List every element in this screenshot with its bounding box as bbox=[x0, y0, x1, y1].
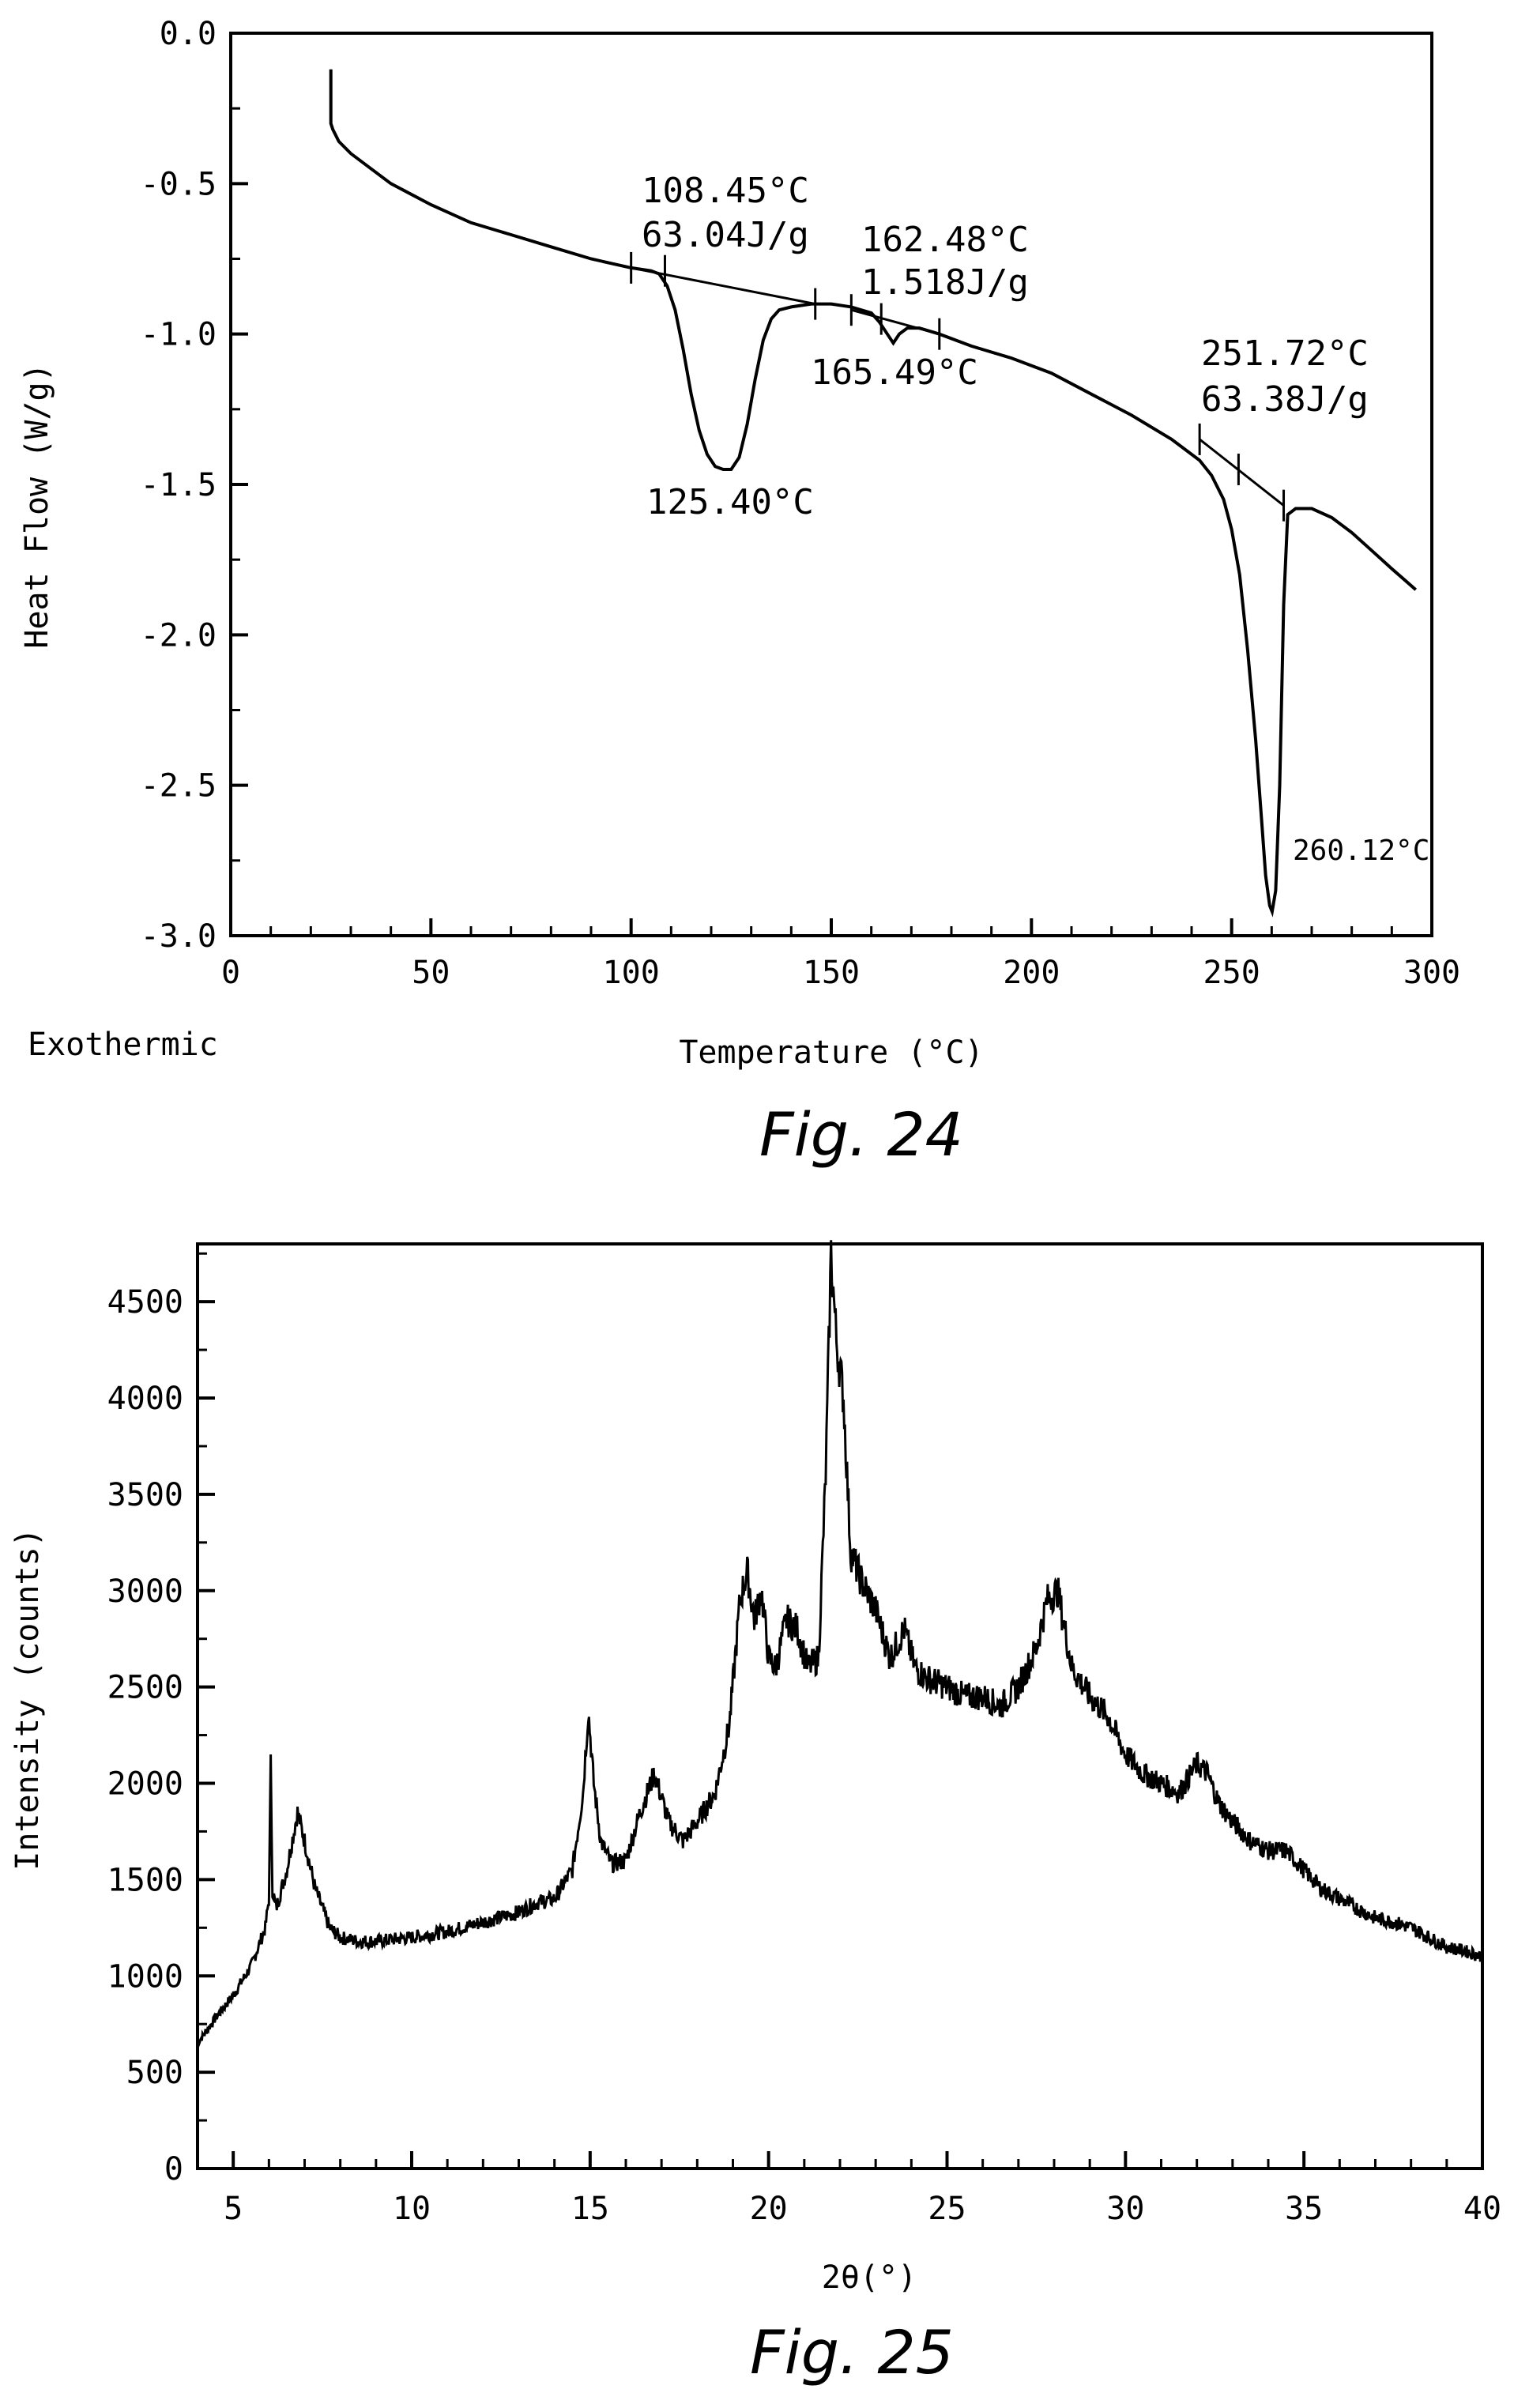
xrpd-y-tick-label: 1500 bbox=[107, 1862, 183, 1898]
xrpd-y-tick-label: 500 bbox=[126, 2055, 183, 2091]
xrpd-x-axis-label: 2θ(°) bbox=[822, 2259, 917, 2296]
dsc-y-tick-label: -2.0 bbox=[141, 617, 217, 654]
xrpd-y-tick-label: 2000 bbox=[107, 1766, 183, 1803]
xrpd-y-tick-label: 4000 bbox=[107, 1381, 183, 1417]
xrpd-y-ticks: 0 500 1000 1500 2000 2500 3000 3500 4000 4500 bbox=[107, 1252, 215, 2188]
dsc-peak-annotation: 125.40°C bbox=[646, 482, 814, 522]
dsc-x-tick-label: 0 bbox=[221, 955, 240, 991]
dsc-y-tick-label: -3.0 bbox=[141, 918, 217, 955]
dsc-peak-annotation: 260.12°C bbox=[1293, 835, 1429, 867]
dsc-peak-annotation: 162.48°C bbox=[861, 220, 1029, 260]
dsc-peak-annotation: 63.04J/g bbox=[642, 215, 809, 255]
dsc-integration-baseline bbox=[1199, 438, 1285, 507]
dsc-exothermic-label: Exothermic bbox=[28, 1027, 218, 1063]
xrpd-x-tick-label: 15 bbox=[571, 2191, 609, 2227]
xrpd-y-tick-label: 0 bbox=[164, 2151, 183, 2188]
xrpd-x-tick-label: 5 bbox=[224, 2191, 243, 2227]
xrpd-y-tick-label: 4500 bbox=[107, 1284, 183, 1321]
xrpd-x-tick-label: 30 bbox=[1106, 2191, 1144, 2227]
xrpd-intensity-line bbox=[196, 1240, 1484, 2048]
dsc-y-ticks: 0.0 -0.5 -1.0 -1.5 -2.0 -2.5 -3.0 bbox=[141, 16, 248, 955]
dsc-y-tick-label: 0.0 bbox=[160, 16, 217, 52]
dsc-x-tick-label: 100 bbox=[603, 955, 660, 991]
dsc-heat-flow-line bbox=[329, 69, 1418, 918]
xrpd-chart: 0 500 1000 1500 2000 2500 3000 3500 4000 4500 5 10… bbox=[9, 1240, 1501, 2387]
dsc-peak-annotation: 63.38J/g bbox=[1201, 379, 1369, 420]
dsc-x-tick-label: 300 bbox=[1403, 955, 1460, 991]
xrpd-x-tick-label: 35 bbox=[1285, 2191, 1323, 2227]
dsc-x-axis-label: Temperature (°C) bbox=[679, 1034, 983, 1071]
xrpd-y-axis-label: Intensity (counts) bbox=[9, 1528, 46, 1870]
dsc-peak-baselines bbox=[630, 251, 1286, 522]
dsc-y-tick-label: -1.0 bbox=[141, 317, 217, 353]
xrpd-x-ticks: 5 10 15 20 25 30 35 40 bbox=[196, 2151, 1501, 2227]
xrpd-x-tick-label: 40 bbox=[1463, 2191, 1501, 2227]
dsc-peak-annotation: 108.45°C bbox=[642, 171, 809, 211]
dsc-peak-annotation: 165.49°C bbox=[811, 352, 978, 393]
xrpd-x-tick-label: 20 bbox=[750, 2191, 788, 2227]
dsc-y-axis-label: Heat Flow (W/g) bbox=[19, 363, 55, 648]
dsc-y-tick-label: -0.5 bbox=[141, 166, 217, 202]
xrpd-y-tick-label: 1000 bbox=[107, 1958, 183, 1995]
dsc-x-tick-label: 200 bbox=[1003, 955, 1060, 991]
fig-24-caption: Fig. 24 bbox=[759, 1099, 963, 1170]
dsc-peak-annotation: 1.518J/g bbox=[861, 262, 1029, 303]
dsc-x-ticks: 0 50 100 150 200 250 300 bbox=[221, 918, 1460, 991]
xrpd-y-tick-label: 3000 bbox=[107, 1573, 183, 1610]
xrpd-y-tick-label: 2500 bbox=[107, 1670, 183, 1706]
dsc-y-tick-label: -2.5 bbox=[141, 768, 217, 805]
dsc-x-tick-label: 150 bbox=[803, 955, 860, 991]
fig-25-caption: Fig. 25 bbox=[750, 2317, 954, 2387]
dsc-integration-baseline bbox=[631, 266, 816, 306]
xrpd-x-tick-label: 25 bbox=[928, 2191, 966, 2227]
dsc-x-tick-label: 50 bbox=[412, 955, 450, 991]
dsc-plot-frame bbox=[229, 32, 1433, 937]
dsc-chart: 0.0 -0.5 -1.0 -1.5 -2.0 -2.5 -3.0 0 50 100 150 200… bbox=[19, 16, 1460, 1170]
dsc-x-tick-label: 250 bbox=[1203, 955, 1260, 991]
dsc-integration-baseline bbox=[850, 308, 940, 336]
dsc-peak-annotation: 251.72°C bbox=[1201, 334, 1369, 374]
dsc-annotations: 108.45°C63.04J/g 125.40°C 162.48°C1.518J/g… bbox=[642, 171, 1429, 867]
dsc-y-tick-label: -1.5 bbox=[141, 467, 217, 503]
xrpd-x-tick-label: 10 bbox=[393, 2191, 431, 2227]
xrpd-y-tick-label: 3500 bbox=[107, 1477, 183, 1513]
